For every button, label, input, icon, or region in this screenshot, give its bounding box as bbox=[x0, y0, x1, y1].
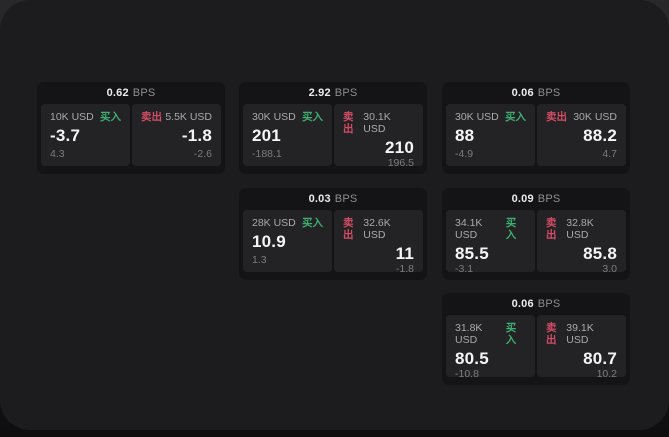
sell-label: 卖出 bbox=[343, 111, 354, 135]
buy-price: 201 bbox=[252, 126, 281, 145]
buy-label: 买入 bbox=[505, 111, 526, 123]
bps-value: 0.03 bbox=[308, 193, 331, 205]
sell-panel[interactable]: 卖出 5.5K USD -1.8 -2.6 bbox=[132, 104, 221, 166]
buy-amount: 28K USD bbox=[252, 217, 296, 229]
bps-header: 0.06 BPS bbox=[442, 293, 630, 315]
sell-label: 卖出 bbox=[546, 111, 567, 123]
sell-delta: 10.2 bbox=[596, 368, 617, 380]
sell-amount: 39.1K USD bbox=[566, 322, 594, 346]
sell-delta: 4.7 bbox=[602, 148, 617, 160]
sell-label: 卖出 bbox=[546, 322, 557, 346]
buy-panel[interactable]: 30K USD 买入 201 -188.1 bbox=[243, 104, 332, 166]
bps-value: 2.92 bbox=[308, 87, 331, 99]
buy-delta: -4.9 bbox=[455, 148, 474, 160]
buy-panel[interactable]: 30K USD 买入 88 -4.9 bbox=[446, 104, 535, 166]
buy-price: 88 bbox=[455, 126, 475, 145]
buy-amount: 30K USD bbox=[252, 111, 296, 123]
quote-panels: 31.8K USD 买入 80.5 -10.8 卖出 39.1K USD 80.… bbox=[442, 315, 630, 381]
sell-price: 85.8 bbox=[583, 244, 617, 263]
quote-card: 0.62 BPS 10K USD 买入 -3.7 4.3 卖出 5.5K USD… bbox=[37, 82, 225, 174]
buy-delta: -3.1 bbox=[455, 263, 474, 275]
sell-panel[interactable]: 卖出 30.1K USD 210 196.5 bbox=[334, 104, 423, 169]
buy-panel[interactable]: 31.8K USD 买入 80.5 -10.8 bbox=[446, 315, 535, 380]
buy-price: 80.5 bbox=[455, 349, 489, 368]
bps-unit-label: BPS bbox=[334, 193, 358, 205]
buy-amount: 31.8K USD bbox=[455, 322, 483, 346]
sell-panel[interactable]: 卖出 39.1K USD 80.7 10.2 bbox=[537, 315, 626, 380]
sell-amount: 32.8K USD bbox=[566, 217, 594, 241]
quote-card: 2.92 BPS 30K USD 买入 201 -188.1 卖出 30.1K … bbox=[239, 82, 427, 174]
quote-card: 0.09 BPS 34.1K USD 买入 85.5 -3.1 卖出 32.8K… bbox=[442, 188, 630, 280]
sell-price: 80.7 bbox=[583, 349, 617, 368]
buy-amount: 30K USD bbox=[455, 111, 499, 123]
bps-value: 0.09 bbox=[511, 193, 534, 205]
sell-price: 11 bbox=[395, 244, 414, 263]
bps-value: 0.06 bbox=[511, 298, 534, 310]
sell-panel[interactable]: 卖出 32.8K USD 85.8 3.0 bbox=[537, 210, 626, 275]
sell-label: 卖出 bbox=[141, 111, 162, 123]
bps-header: 2.92 BPS bbox=[239, 82, 427, 104]
sell-amount: 30.1K USD bbox=[363, 111, 391, 135]
sell-price: 210 bbox=[385, 138, 414, 157]
bps-value: 0.62 bbox=[106, 87, 129, 99]
sell-panel[interactable]: 卖出 30K USD 88.2 4.7 bbox=[537, 104, 626, 166]
sell-amount: 30K USD bbox=[573, 111, 617, 123]
sell-panel[interactable]: 卖出 32.6K USD 11 -1.8 bbox=[334, 210, 423, 275]
buy-amount: 34.1K USD bbox=[455, 217, 483, 241]
bps-unit-label: BPS bbox=[334, 87, 358, 99]
sell-label: 卖出 bbox=[546, 217, 557, 241]
bps-header: 0.62 BPS bbox=[37, 82, 225, 104]
sell-delta: -2.6 bbox=[193, 148, 212, 160]
sell-price: 88.2 bbox=[583, 126, 617, 145]
bps-header: 0.06 BPS bbox=[442, 82, 630, 104]
quote-panels: 28K USD 买入 10.9 1.3 卖出 32.6K USD 11 -1.8 bbox=[239, 210, 427, 276]
bps-header: 0.03 BPS bbox=[239, 188, 427, 210]
buy-amount: 10K USD bbox=[50, 111, 94, 123]
buy-panel[interactable]: 28K USD 买入 10.9 1.3 bbox=[243, 210, 332, 272]
buy-label: 买入 bbox=[505, 322, 517, 346]
sell-amount: 32.6K USD bbox=[363, 217, 391, 241]
sell-amount: 5.5K USD bbox=[165, 111, 212, 123]
buy-delta: 1.3 bbox=[252, 254, 267, 266]
quote-card: 0.03 BPS 28K USD 买入 10.9 1.3 卖出 32.6K US… bbox=[239, 188, 427, 280]
quote-panels: 34.1K USD 买入 85.5 -3.1 卖出 32.8K USD 85.8… bbox=[442, 210, 630, 276]
sell-delta: 196.5 bbox=[387, 157, 414, 169]
buy-price: -3.7 bbox=[50, 126, 81, 145]
buy-panel[interactable]: 10K USD 买入 -3.7 4.3 bbox=[41, 104, 130, 166]
sell-label: 卖出 bbox=[343, 217, 354, 241]
quote-panels: 10K USD 买入 -3.7 4.3 卖出 5.5K USD -1.8 -2.… bbox=[37, 104, 225, 170]
buy-delta: 4.3 bbox=[50, 148, 65, 160]
quote-panels: 30K USD 买入 88 -4.9 卖出 30K USD 88.2 4.7 bbox=[442, 104, 630, 170]
quote-card: 0.06 BPS 31.8K USD 买入 80.5 -10.8 卖出 39.1… bbox=[442, 293, 630, 385]
bps-unit-label: BPS bbox=[537, 193, 561, 205]
buy-delta: -10.8 bbox=[455, 368, 479, 380]
bps-header: 0.09 BPS bbox=[442, 188, 630, 210]
buy-delta: -188.1 bbox=[252, 148, 282, 160]
buy-price: 10.9 bbox=[252, 232, 286, 251]
buy-price: 85.5 bbox=[455, 244, 489, 263]
buy-panel[interactable]: 34.1K USD 买入 85.5 -3.1 bbox=[446, 210, 535, 275]
sell-price: -1.8 bbox=[181, 126, 212, 145]
buy-label: 买入 bbox=[505, 217, 517, 241]
sell-delta: 3.0 bbox=[602, 263, 617, 275]
buy-label: 买入 bbox=[302, 111, 323, 123]
buy-label: 买入 bbox=[302, 217, 323, 229]
sell-delta: -1.8 bbox=[395, 263, 414, 275]
bps-unit-label: BPS bbox=[537, 298, 561, 310]
buy-label: 买入 bbox=[100, 111, 121, 123]
bps-value: 0.06 bbox=[511, 87, 534, 99]
bps-unit-label: BPS bbox=[132, 87, 156, 99]
bps-unit-label: BPS bbox=[537, 87, 561, 99]
quote-panels: 30K USD 买入 201 -188.1 卖出 30.1K USD 210 1… bbox=[239, 104, 427, 170]
quote-card: 0.06 BPS 30K USD 买入 88 -4.9 卖出 30K USD 8… bbox=[442, 82, 630, 174]
